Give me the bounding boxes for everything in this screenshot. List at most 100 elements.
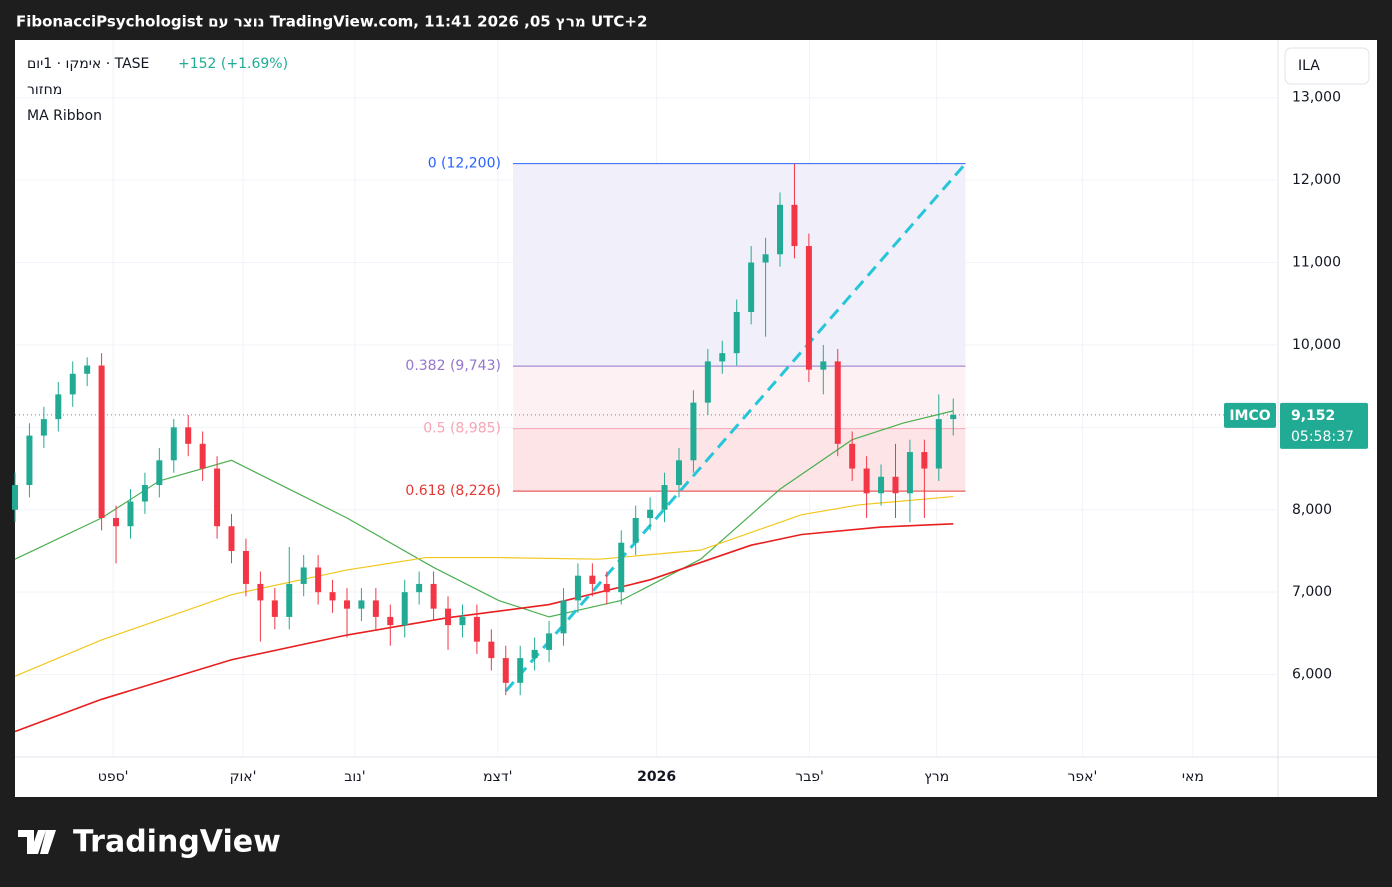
candle-body — [777, 204, 784, 255]
candle-body — [531, 649, 538, 659]
fib-label: 0.618 (8,226) — [405, 483, 501, 499]
candle-body — [387, 616, 394, 626]
candle-body — [733, 311, 740, 354]
x-tick-label: פבר' — [795, 769, 824, 785]
candle-body — [401, 592, 408, 626]
y-tick-label: 10,000 — [1292, 337, 1341, 353]
x-tick-label: דצמ' — [483, 769, 512, 785]
x-tick-label: 2026 — [637, 769, 676, 785]
header-text: FibonacciPsychologist נוצר עם TradingVie… — [16, 13, 647, 31]
candle-body — [127, 501, 134, 527]
candle-body — [719, 353, 726, 362]
candle-body — [343, 600, 350, 609]
candle-body — [40, 419, 47, 436]
candle-body — [300, 567, 307, 584]
candle-body — [502, 658, 509, 683]
candle-body — [185, 427, 192, 444]
candle-body — [834, 361, 841, 444]
candle-body — [632, 518, 639, 543]
candle-body — [473, 616, 480, 642]
candle-body — [661, 485, 668, 510]
candle-body — [618, 542, 625, 593]
y-tick-label: 8,000 — [1292, 502, 1332, 518]
candle-body — [98, 365, 105, 518]
candle-body — [892, 476, 899, 494]
candle-body — [329, 592, 336, 601]
logo-text: TradingView — [73, 825, 281, 860]
fib-label: 0.5 (8,985) — [423, 421, 501, 437]
candle-body — [156, 460, 163, 486]
candle-body — [560, 600, 567, 634]
ma-line — [14, 410, 954, 618]
candle-body — [84, 365, 91, 374]
candle-body — [242, 550, 249, 584]
candle-body — [55, 394, 62, 420]
legend-indicator: MA Ribbon — [27, 108, 102, 124]
footer-logo: TradingView — [18, 825, 281, 860]
candle-body — [286, 583, 293, 617]
candle-body — [459, 616, 466, 626]
candle-body — [704, 361, 711, 403]
candle-body — [69, 373, 76, 395]
countdown-label: 05:58:37 — [1291, 429, 1354, 445]
candle-body — [445, 608, 452, 626]
candle-body — [12, 485, 18, 510]
candle-body — [170, 427, 177, 461]
candle-body — [603, 583, 610, 593]
candle-body — [906, 452, 913, 494]
candle-body — [574, 575, 581, 601]
ma-line — [14, 522, 954, 733]
candle-body — [488, 641, 495, 659]
candle-body — [935, 419, 942, 469]
candle-body — [950, 414, 957, 420]
symbol-tag — [1224, 402, 1276, 428]
y-tick-label: 13,000 — [1292, 90, 1341, 106]
candle-body — [849, 443, 856, 469]
candle-body — [257, 583, 264, 601]
currency-button[interactable] — [1284, 47, 1370, 85]
plot: 0 (12,200) 0.382 (9,743) 0.5 (8,985) 0.618 … — [12, 40, 1278, 757]
candle-body — [675, 460, 682, 486]
x-tick-label: מאי — [1182, 769, 1204, 785]
candle-body — [141, 485, 148, 502]
candle-body — [214, 468, 221, 527]
trend-line — [504, 162, 967, 693]
candle-body — [358, 600, 365, 609]
candle-body — [690, 402, 697, 461]
logo-mark — [18, 830, 56, 854]
candle-body — [805, 246, 812, 370]
last-price-label: 9,152 — [1291, 408, 1335, 424]
x-tick-label: נוב' — [344, 769, 365, 785]
candle-body — [863, 468, 870, 494]
candle-body — [647, 509, 654, 518]
x-tick-label: ספט' — [98, 769, 129, 785]
candle-body — [589, 575, 596, 584]
candle-body — [271, 600, 278, 617]
y-tick-label: 11,000 — [1292, 255, 1341, 271]
candle-body — [748, 262, 755, 312]
legend-title: אימקו · 1יום · TASE — [27, 56, 149, 72]
x-tick-label: אפר' — [1067, 769, 1097, 785]
last-price-box — [1280, 402, 1368, 449]
candle-body — [315, 567, 322, 593]
y-tick-label: 7,000 — [1292, 584, 1332, 600]
candle-body — [878, 476, 885, 494]
x-tick-label: אוק' — [230, 769, 257, 785]
candle-body — [416, 583, 423, 593]
candle-body — [199, 443, 206, 469]
legend-indicator: מחזור — [27, 82, 62, 98]
ma-line — [14, 495, 954, 677]
y-tick-label: 12,000 — [1292, 172, 1341, 188]
candle-body — [228, 526, 235, 551]
candle-body — [372, 600, 379, 617]
x-tick-label: מרץ — [924, 769, 949, 785]
currency-label[interactable]: ILA — [1298, 58, 1320, 74]
candle-body — [762, 254, 769, 263]
candle-body — [430, 583, 437, 609]
legend-change: +152 (+1.69%) — [178, 56, 288, 72]
candle-body — [791, 204, 798, 247]
y-tick-label: 6,000 — [1292, 667, 1332, 683]
candle-body — [921, 452, 928, 469]
